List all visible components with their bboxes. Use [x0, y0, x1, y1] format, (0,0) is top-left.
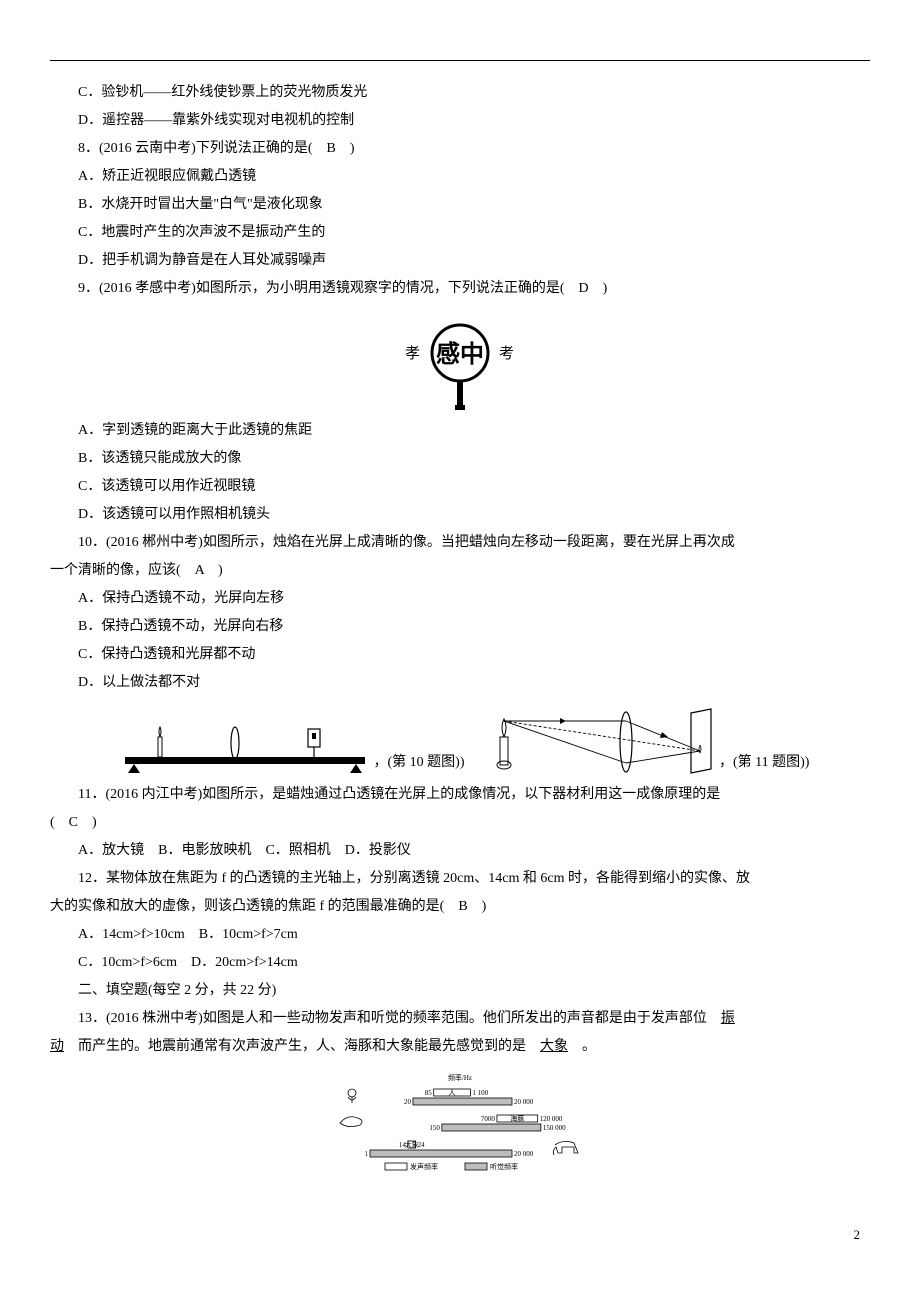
- q10-opt-c: C．保持凸透镜和光屏都不动: [50, 641, 870, 669]
- svg-text:1: 1: [365, 1150, 369, 1158]
- q8-opt-d: D．把手机调为静音是在人耳处减弱噪声: [50, 247, 870, 275]
- q10-stem-b: 一个清晰的像，应该( A ): [50, 557, 870, 585]
- q10-opt-d: D．以上做法都不对: [50, 669, 870, 697]
- top-rule: [50, 60, 870, 61]
- q13-chart: 频率/Hz851 100人2020 0007000120 000海豚150150…: [50, 1071, 870, 1192]
- q13-blank1b: 动: [50, 1039, 64, 1054]
- q11-opts: A．放大镜 B．电影放映机 C．照相机 D．投影仪: [50, 837, 870, 865]
- q12-opts-cd: C．10cm>f>6cm D．20cm>f>14cm: [50, 949, 870, 977]
- q11-stem-b: ( C ): [50, 809, 870, 837]
- q13-stem-a: 13．(2016 株洲中考)如图是人和一些动物发声和听觉的频率范围。他们所发出的…: [78, 1011, 721, 1026]
- q12-stem-a: 12．某物体放在焦距为 f 的凸透镜的主光轴上，分别离透镜 20cm、14cm …: [50, 865, 870, 893]
- lens-left-text: 孝: [405, 345, 420, 362]
- svg-text:频率/Hz: 频率/Hz: [448, 1073, 472, 1082]
- q9-opt-d: D．该透镜可以用作照相机镜头: [50, 501, 870, 529]
- svg-text:20: 20: [404, 1098, 412, 1106]
- q12-stem-b: 大的实像和放大的虚像，则该凸透镜的焦距 f 的范围最准确的是( B ): [50, 893, 870, 921]
- magnifier-icon: 孝 感中 考: [375, 313, 545, 413]
- q12-opts-ab: A．14cm>f>10cm B．10cm>f>7cm: [50, 921, 870, 949]
- q8-stem: 8．(2016 云南中考)下列说法正确的是( B ): [50, 135, 870, 163]
- q8-opt-b: B．水烧开时冒出大量"白气"是液化现象: [50, 191, 870, 219]
- q13-stem-b: 而产生的。地震前通常有次声波产生，人、海豚和大象能最先感觉到的是: [64, 1039, 540, 1054]
- section2-heading: 二、填空题(每空 2 分，共 22 分): [50, 977, 870, 1005]
- q10-opt-a: A．保持凸透镜不动，光屏向左移: [50, 585, 870, 613]
- q8-opt-a: A．矫正近视眼应佩戴凸透镜: [50, 163, 870, 191]
- q13-line2: 动 而产生的。地震前通常有次声波产生，人、海豚和大象能最先感觉到的是 大象 。: [50, 1033, 870, 1061]
- q10-figure-icon: [120, 717, 370, 777]
- svg-text:1 100: 1 100: [472, 1089, 488, 1097]
- q13-line1: 13．(2016 株洲中考)如图是人和一些动物发声和听觉的频率范围。他们所发出的…: [50, 1005, 870, 1033]
- q11-stem-a: 11．(2016 内江中考)如图所示，是蜡烛通过凸透镜在光屏上的成像情况，以下器…: [50, 781, 870, 809]
- svg-text:150: 150: [429, 1124, 440, 1132]
- lens-right-text: 考: [499, 345, 514, 362]
- q9-stem: 9．(2016 孝感中考)如图所示，为小明用透镜观察字的情况，下列说法正确的是(…: [50, 275, 870, 303]
- q9-figure: 孝 感中 考: [50, 313, 870, 413]
- svg-text:7000: 7000: [481, 1115, 496, 1123]
- svg-text:人: 人: [449, 1089, 456, 1097]
- q10-caption: ，(第 10 题图)): [374, 749, 465, 777]
- q10-opt-b: B．保持凸透镜不动，光屏向右移: [50, 613, 870, 641]
- q9-opt-a: A．字到透镜的距离大于此透镜的焦距: [50, 417, 870, 445]
- q7-opt-c: C．验钞机——红外线使钞票上的荧光物质发光: [50, 79, 870, 107]
- svg-text:20 000: 20 000: [514, 1098, 534, 1106]
- frequency-chart-icon: 频率/Hz851 100人2020 0007000120 000海豚150150…: [330, 1071, 590, 1181]
- q7-opt-d: D．遥控器——靠紫外线实现对电视机的控制: [50, 107, 870, 135]
- svg-text:发声频率: 发声频率: [410, 1162, 438, 1171]
- svg-text:听觉频率: 听觉频率: [490, 1162, 518, 1171]
- q9-opt-b: B．该透镜只能成放大的像: [50, 445, 870, 473]
- lens-center-text: 感中: [436, 340, 484, 368]
- lens-handle-icon: [457, 381, 463, 407]
- fig-row-10-11: ，(第 10 题图)) ，(第 11 题图)): [50, 707, 870, 777]
- svg-text:海豚: 海豚: [510, 1114, 524, 1123]
- svg-text:150 000: 150 000: [543, 1124, 566, 1132]
- q11-figure-icon: [486, 707, 716, 777]
- q11-caption: ，(第 11 题图)): [719, 749, 809, 777]
- svg-text:120 000: 120 000: [540, 1115, 563, 1123]
- q8-opt-c: C．地震时产生的次声波不是振动产生的: [50, 219, 870, 247]
- lens-handle-base-icon: [455, 405, 465, 410]
- q13-stem-c: 。: [568, 1039, 596, 1054]
- page-number: 2: [50, 1222, 870, 1248]
- q13-blank1: 振: [721, 1011, 735, 1026]
- q13-blank2: 大象: [540, 1039, 568, 1054]
- svg-text:大象: 大象: [405, 1140, 419, 1149]
- svg-text:85: 85: [425, 1089, 433, 1097]
- q10-stem-a: 10．(2016 郴州中考)如图所示，烛焰在光屏上成清晰的像。当把蜡烛向左移动一…: [50, 529, 870, 557]
- svg-text:20 000: 20 000: [514, 1150, 534, 1158]
- q9-opt-c: C．该透镜可以用作近视眼镜: [50, 473, 870, 501]
